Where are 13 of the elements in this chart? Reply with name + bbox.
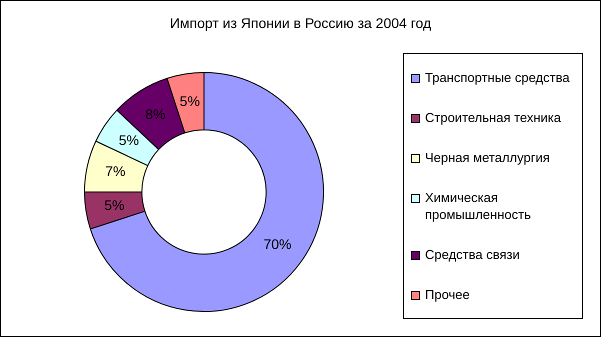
chart-title: Импорт из Японии в Россию за 2004 год: [168, 15, 432, 31]
data-label: 7%: [105, 163, 126, 180]
legend-label: Транспортные средства: [425, 69, 571, 86]
data-label: 5%: [118, 132, 139, 148]
data-label: 8%: [145, 106, 166, 122]
data-label: 5%: [180, 93, 200, 110]
data-label: 70%: [263, 236, 292, 252]
legend-label: Средства связи: [425, 246, 521, 263]
data-label: 5%: [104, 197, 124, 214]
legend-label: Строительная техника: [425, 109, 562, 126]
legend-label: Химическая промышленность: [425, 188, 532, 223]
legend-label: Черная металлургия: [425, 149, 551, 166]
legend-label: Прочее: [425, 286, 471, 303]
